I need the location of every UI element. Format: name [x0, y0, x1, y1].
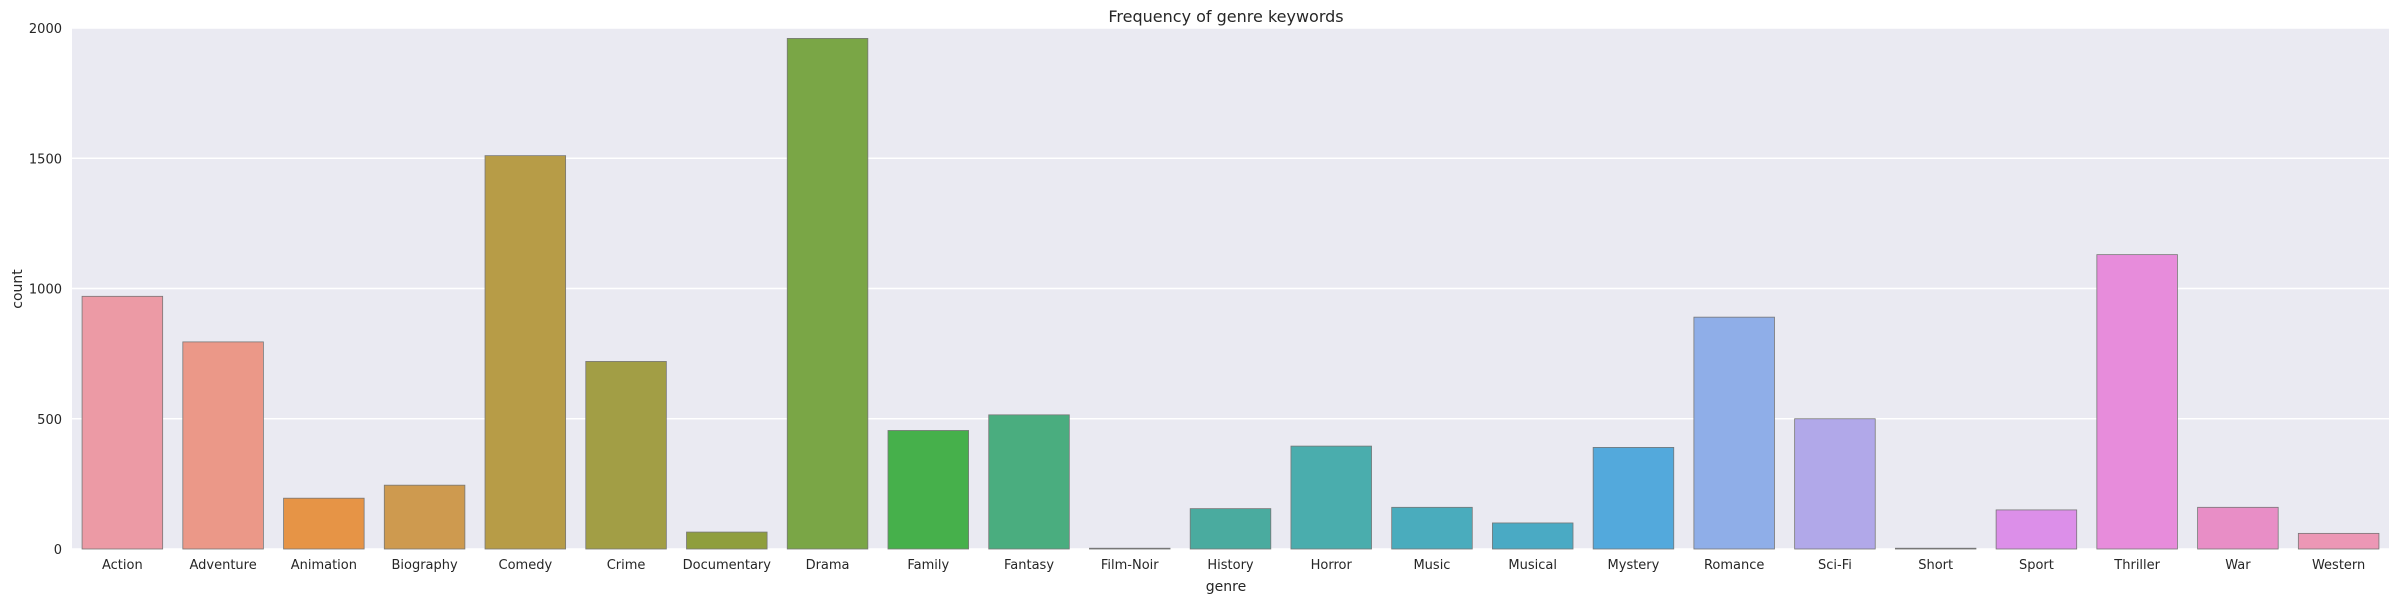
y-tick-label: 0 — [54, 543, 62, 558]
x-axis-label: genre — [1206, 579, 1246, 595]
bar-music — [1391, 506, 1473, 550]
bar-sci-fi — [1794, 418, 1876, 550]
x-tick-label: Biography — [391, 558, 458, 573]
x-tick-label: History — [1207, 558, 1254, 573]
bar-family — [887, 430, 969, 550]
x-tick-label: Fantasy — [1004, 558, 1054, 573]
bar-romance — [1693, 316, 1775, 550]
x-tick-labels: Action Adventure Animation Biography Comedy C… — [102, 558, 2365, 573]
x-tick-label: Adventure — [189, 558, 256, 573]
y-axis-label: count — [10, 269, 26, 309]
x-tick-label: Film-Noir — [1101, 558, 1159, 573]
bar-animation — [283, 497, 365, 550]
bar-crime — [585, 361, 667, 550]
bar-comedy — [484, 155, 567, 550]
bar-short — [1894, 547, 1977, 550]
y-tick-label: 1000 — [29, 283, 62, 298]
x-tick-label: Family — [907, 558, 949, 573]
x-tick-label: Action — [102, 558, 143, 573]
x-tick-label: Horror — [1311, 558, 1353, 573]
bar-horror — [1290, 445, 1372, 550]
bar-thriller — [2096, 254, 2178, 550]
bar-adventure — [182, 341, 264, 550]
x-tick-label: Music — [1413, 558, 1450, 573]
y-tick-label: 2000 — [29, 22, 62, 37]
y-tick-label: 500 — [37, 413, 62, 428]
x-tick-label: Documentary — [683, 558, 772, 573]
bar-war — [2197, 506, 2279, 550]
bars — [81, 38, 2380, 550]
x-tick-label: Romance — [1704, 558, 1764, 573]
x-tick-label: Short — [1918, 558, 1953, 573]
bar-sport — [1995, 509, 2078, 550]
y-tick-labels: 0 500 1000 1500 2000 — [29, 22, 62, 558]
bar-musical — [1492, 522, 1574, 550]
x-tick-label: Animation — [291, 558, 357, 573]
x-tick-label: Crime — [607, 558, 646, 573]
x-tick-label: Western — [2312, 558, 2365, 573]
x-tick-label: Mystery — [1608, 558, 1660, 573]
bar-biography — [383, 484, 466, 550]
bar-fantasy — [988, 414, 1070, 550]
x-tick-label: Musical — [1508, 558, 1557, 573]
x-tick-label: Sport — [2019, 558, 2054, 573]
x-tick-label: Drama — [806, 558, 850, 573]
bar-western — [2297, 532, 2380, 550]
bar-mystery — [1592, 447, 1675, 550]
bar-documentary — [686, 531, 768, 550]
x-tick-label: War — [2225, 558, 2251, 573]
bar-film-noir — [1089, 547, 1171, 550]
bar-history — [1189, 508, 1272, 550]
bar-drama — [786, 38, 869, 550]
y-tick-label: 1500 — [29, 152, 62, 167]
x-tick-label: Sci-Fi — [1818, 558, 1852, 573]
chart-title: Frequency of genre keywords — [1108, 7, 1343, 26]
bar-action — [81, 295, 164, 550]
x-tick-label: Comedy — [499, 558, 553, 573]
x-tick-label: Thriller — [2113, 558, 2160, 573]
